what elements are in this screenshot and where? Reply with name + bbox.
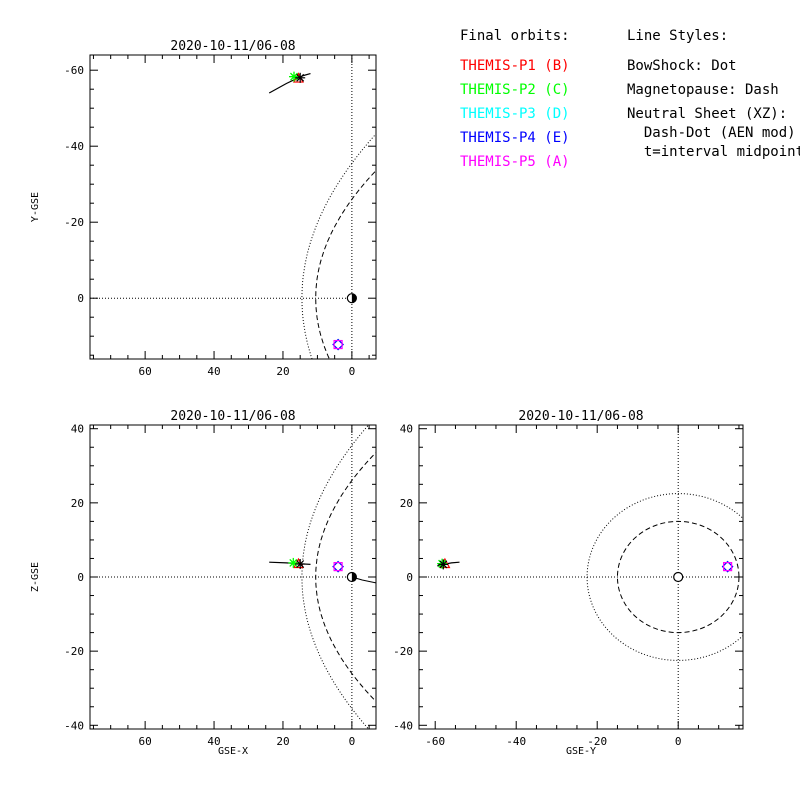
x-tick-label: 40 — [207, 365, 220, 378]
x-tick-label: -20 — [587, 735, 607, 748]
interval-midpoint-marker — [295, 72, 306, 83]
x-axis: 60 40 20 0 — [92, 55, 370, 378]
probe-p4-marker — [721, 560, 734, 573]
star-stroke — [296, 560, 305, 568]
probe-p5-marker — [333, 562, 343, 572]
legend-orbits-title: Final orbits: — [460, 28, 570, 44]
panel-xz: 60 40 20 0 -40 -20 0 20 40 2020-10-11/06-08 GSE-X Z… — [30, 409, 377, 757]
x-tick-label: 60 — [139, 365, 152, 378]
y-axis: -40 -20 0 20 40 — [393, 423, 743, 732]
y-tick-label: 40 — [71, 423, 84, 436]
plot-area — [90, 425, 376, 729]
legend-probe-p3: THEMIS-P3 (D) — [460, 106, 570, 122]
plot-frame — [89, 54, 377, 360]
x-axis-label: GSE-Y — [566, 746, 596, 757]
y-axis-label: Y-GSE — [30, 192, 41, 222]
y-tick-label: -40 — [64, 719, 84, 732]
y-tick-label: -60 — [64, 64, 84, 77]
x-tick-label: 40 — [207, 735, 220, 748]
y-axis-label: Z-GSE — [30, 562, 41, 592]
interval-midpoint-marker — [438, 559, 449, 570]
panel-title: 2020-10-11/06-08 — [170, 409, 295, 424]
legend-probe-p5: THEMIS-P5 (A) — [460, 154, 570, 170]
probe-p5-marker — [333, 339, 343, 350]
y-tick-label: -20 — [64, 645, 84, 658]
legend-style-neutral-sheet: Neutral Sheet (XZ): — [627, 106, 787, 122]
x-tick-label: 60 — [139, 735, 152, 748]
probe-p5-marker — [723, 562, 733, 572]
earth-symbol — [346, 571, 357, 583]
plot-area — [90, 55, 376, 359]
bowshock-curve — [301, 425, 370, 729]
y-tick-label: 20 — [71, 497, 84, 510]
plot-area — [419, 425, 743, 729]
y-tick-label: 0 — [77, 292, 84, 305]
probe-p2-marker — [288, 557, 299, 568]
y-tick-label: 20 — [400, 497, 413, 510]
y-tick-label: -20 — [393, 645, 413, 658]
legend-line-styles: Line Styles: BowShock: Dot Magnetopause:… — [627, 28, 800, 160]
x-tick-label: 20 — [276, 365, 289, 378]
earth-symbol — [673, 571, 684, 583]
x-axis: 60 40 20 0 — [92, 425, 370, 748]
probe-p4-marker — [332, 560, 344, 573]
earth-night-side — [351, 572, 357, 582]
star-stroke — [439, 560, 448, 569]
legend-probe-p4: THEMIS-P4 (E) — [460, 130, 570, 146]
asterisk-stroke — [289, 558, 298, 567]
earth-night-side — [351, 293, 357, 303]
panel-yz: -60 -40 -20 0 -40 -20 0 20 40 2020-10-11/06-08 GSE… — [393, 409, 744, 757]
legend-style-magnetopause: Magnetopause: Dash — [627, 82, 779, 98]
panel-xy: 60 40 20 0 -60 -40 -20 0 2020-10-11/06-08 Y-GSE — [30, 39, 377, 378]
legend-probe-p1: THEMIS-P1 (B) — [460, 58, 570, 74]
legend-probe-p2: THEMIS-P2 (C) — [460, 82, 570, 98]
x-axis: -60 -40 -20 0 — [425, 425, 740, 748]
legend-style-interval: t=interval midpoint — [627, 144, 800, 160]
magnetopause-curve — [315, 451, 376, 703]
probe-p4-marker — [332, 338, 344, 351]
asterisk-stroke — [289, 72, 298, 81]
earth-symbol — [346, 293, 357, 304]
bowshock-circle — [586, 493, 743, 661]
star-stroke — [296, 73, 305, 82]
x-tick-label: 0 — [349, 365, 356, 378]
legend-styles-title: Line Styles: — [627, 28, 728, 44]
y-axis: -40 -20 0 20 40 — [64, 423, 376, 732]
legend-final-orbits: Final orbits: THEMIS-P1 (B) THEMIS-P2 (C… — [460, 28, 570, 170]
panel-title: 2020-10-11/06-08 — [170, 39, 295, 54]
y-tick-label: 0 — [77, 571, 84, 584]
y-tick-label: -40 — [393, 719, 413, 732]
legend-style-dash-dot: Dash-Dot (AEN mod) — [627, 125, 796, 141]
y-tick-label: 0 — [406, 571, 413, 584]
y-tick-label: -40 — [64, 140, 84, 153]
x-tick-label: -40 — [506, 735, 526, 748]
y-axis: -60 -40 -20 0 — [64, 64, 376, 356]
interval-midpoint-marker — [295, 559, 306, 570]
earth-circle — [673, 571, 684, 583]
x-tick-label: 0 — [675, 735, 682, 748]
probe-p2-marker — [288, 71, 299, 82]
y-tick-label: -20 — [64, 216, 84, 229]
x-axis-label: GSE-X — [218, 746, 248, 757]
x-tick-label: -60 — [425, 735, 445, 748]
x-tick-label: 0 — [349, 735, 356, 748]
x-tick-label: 20 — [276, 735, 289, 748]
legend-style-bowshock: BowShock: Dot — [627, 58, 737, 74]
panel-title: 2020-10-11/06-08 — [518, 409, 643, 424]
y-tick-label: 40 — [400, 423, 413, 436]
